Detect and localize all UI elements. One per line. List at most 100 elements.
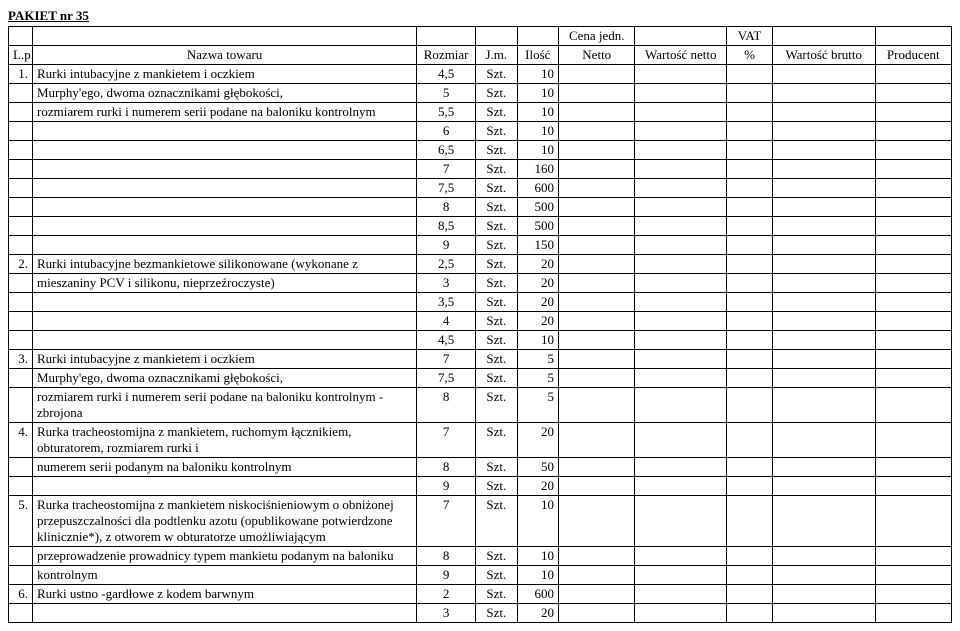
cell-size: 7 xyxy=(417,423,476,458)
cell-qty: 20 xyxy=(517,274,558,293)
cell-lp xyxy=(9,293,33,312)
cell-empty xyxy=(772,369,875,388)
cell-empty xyxy=(635,160,727,179)
cell-unit: Szt. xyxy=(476,103,517,122)
cell-empty xyxy=(727,236,773,255)
hd-lp: L.p. xyxy=(9,46,33,65)
table-row: kontrolnym9Szt.10 xyxy=(9,566,952,585)
cell-qty: 50 xyxy=(517,458,558,477)
cell-name: Rurka tracheostomijna z mankietem, rucho… xyxy=(33,423,417,458)
cell-empty xyxy=(875,585,951,604)
cell-lp xyxy=(9,141,33,160)
cell-empty xyxy=(772,217,875,236)
cell-name: Murphy'ego, dwoma oznacznikami głębokośc… xyxy=(33,369,417,388)
cell-empty xyxy=(772,84,875,103)
table-row: 6Szt.10 xyxy=(9,122,952,141)
cell-lp xyxy=(9,274,33,293)
cell-empty xyxy=(635,369,727,388)
cell-empty xyxy=(635,496,727,547)
cell-empty xyxy=(772,274,875,293)
cell-name: Rurki intubacyjne bezmankietowe silikono… xyxy=(33,255,417,274)
cell-name xyxy=(33,122,417,141)
cell-empty xyxy=(635,65,727,84)
table-row: numerem serii podanym na baloniku kontro… xyxy=(9,458,952,477)
hd-netval-blank xyxy=(635,27,727,46)
cell-empty xyxy=(772,388,875,423)
cell-lp: 5. xyxy=(9,496,33,547)
cell-empty xyxy=(635,331,727,350)
cell-name xyxy=(33,604,417,623)
cell-qty: 160 xyxy=(517,160,558,179)
cell-empty xyxy=(875,103,951,122)
cell-empty xyxy=(559,369,635,388)
cell-empty xyxy=(635,312,727,331)
cell-qty: 10 xyxy=(517,84,558,103)
cell-empty xyxy=(559,217,635,236)
hd-gross: Wartość brutto xyxy=(772,46,875,65)
cell-empty xyxy=(727,604,773,623)
cell-size: 7,5 xyxy=(417,179,476,198)
cell-empty xyxy=(727,331,773,350)
cell-unit: Szt. xyxy=(476,274,517,293)
cell-empty xyxy=(727,198,773,217)
hd-price-top: Cena jedn. xyxy=(559,27,635,46)
cell-empty xyxy=(635,566,727,585)
cell-qty: 10 xyxy=(517,122,558,141)
cell-name: przeprowadzenie prowadnicy typem mankiet… xyxy=(33,547,417,566)
cell-empty xyxy=(635,122,727,141)
cell-empty xyxy=(727,160,773,179)
cell-empty xyxy=(635,236,727,255)
cell-empty xyxy=(727,388,773,423)
cell-unit: Szt. xyxy=(476,547,517,566)
cell-empty xyxy=(559,179,635,198)
table-row: rozmiarem rurki i numerem serii podane n… xyxy=(9,388,952,423)
cell-empty xyxy=(559,84,635,103)
cell-lp xyxy=(9,179,33,198)
cell-empty xyxy=(559,477,635,496)
cell-size: 9 xyxy=(417,236,476,255)
cell-qty: 10 xyxy=(517,547,558,566)
cell-empty xyxy=(727,477,773,496)
cell-empty xyxy=(875,141,951,160)
cell-empty xyxy=(875,388,951,423)
cell-empty xyxy=(635,198,727,217)
cell-empty xyxy=(635,350,727,369)
cell-unit: Szt. xyxy=(476,388,517,423)
cell-empty xyxy=(727,122,773,141)
cell-size: 3,5 xyxy=(417,293,476,312)
cell-unit: Szt. xyxy=(476,350,517,369)
table-row: 8,5Szt.500 xyxy=(9,217,952,236)
cell-empty xyxy=(727,350,773,369)
cell-empty xyxy=(772,198,875,217)
cell-empty xyxy=(772,423,875,458)
hd-vat-bot: % xyxy=(727,46,773,65)
cell-empty xyxy=(635,141,727,160)
cell-empty xyxy=(772,604,875,623)
cell-size: 5 xyxy=(417,84,476,103)
hd-prod: Producent xyxy=(875,46,951,65)
cell-empty xyxy=(635,458,727,477)
cell-lp: 1. xyxy=(9,65,33,84)
cell-name: Murphy'ego, dwoma oznacznikami głębokośc… xyxy=(33,84,417,103)
cell-lp xyxy=(9,198,33,217)
cell-qty: 5 xyxy=(517,369,558,388)
cell-name: Rurki intubacyjne z mankietem i oczkiem xyxy=(33,350,417,369)
cell-empty xyxy=(559,547,635,566)
cell-empty xyxy=(559,458,635,477)
cell-empty xyxy=(772,547,875,566)
cell-unit: Szt. xyxy=(476,179,517,198)
cell-lp xyxy=(9,103,33,122)
cell-name xyxy=(33,217,417,236)
cell-lp xyxy=(9,458,33,477)
cell-empty xyxy=(559,388,635,423)
cell-empty xyxy=(635,585,727,604)
cell-size: 9 xyxy=(417,566,476,585)
cell-empty xyxy=(559,255,635,274)
cell-empty xyxy=(559,566,635,585)
cell-empty xyxy=(635,293,727,312)
cell-name: numerem serii podanym na baloniku kontro… xyxy=(33,458,417,477)
cell-qty: 10 xyxy=(517,141,558,160)
hd-qty-blank xyxy=(517,27,558,46)
cell-unit: Szt. xyxy=(476,604,517,623)
cell-empty xyxy=(559,65,635,84)
